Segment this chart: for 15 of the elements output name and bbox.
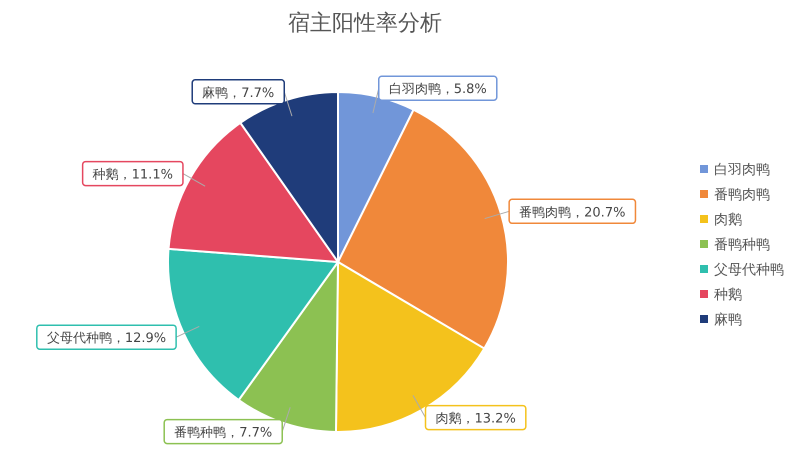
legend-label: 番鸭种鸭 — [714, 237, 770, 253]
data-label: 麻鸭，7.7% — [202, 86, 274, 101]
data-label: 肉鹅，13.2% — [436, 412, 516, 427]
data-label: 父母代种鸭，12.9% — [46, 331, 166, 346]
data-label: 种鹅，11.1% — [92, 168, 173, 183]
legend-label: 白羽肉鸭 — [714, 162, 770, 178]
legend-label: 种鹅 — [714, 287, 742, 303]
data-label: 番鸭肉鸭，20.7% — [519, 205, 626, 220]
data-label: 番鸭种鸭，7.7% — [174, 426, 272, 441]
data-label: 白羽肉鸭，5.8% — [388, 82, 487, 98]
legend-label: 麻鸭 — [714, 312, 742, 328]
legend-label: 父母代种鸭 — [714, 262, 784, 278]
legend-label: 番鸭肉鸭 — [714, 187, 770, 203]
legend-label: 肉鹅 — [714, 212, 742, 228]
chart-title: 宿主阳性率分析 — [288, 11, 442, 36]
